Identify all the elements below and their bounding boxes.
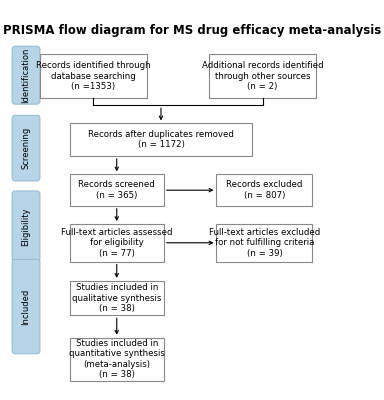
FancyBboxPatch shape [12, 115, 40, 181]
FancyBboxPatch shape [12, 46, 40, 104]
Text: Full-text articles assessed
for eligibility
(n = 77): Full-text articles assessed for eligibil… [61, 228, 172, 258]
Text: Records screened
(n = 365): Records screened (n = 365) [78, 180, 155, 200]
Text: Records identified through
database searching
(n =1353): Records identified through database sear… [36, 62, 151, 91]
FancyBboxPatch shape [70, 123, 252, 156]
Text: Studies included in
qualitative synthesis
(n = 38): Studies included in qualitative synthesi… [72, 283, 161, 313]
Text: Identification: Identification [22, 48, 31, 103]
Text: Full-text articles excluded
for not fulfilling criteria
(n = 39): Full-text articles excluded for not fulf… [209, 228, 320, 258]
Text: PRISMA flow diagram for MS drug efficacy meta-analysis: PRISMA flow diagram for MS drug efficacy… [3, 24, 381, 36]
Text: Studies included in
quantitative synthesis
(meta-analysis)
(n = 38): Studies included in quantitative synthes… [69, 339, 165, 379]
Text: Included: Included [22, 288, 31, 325]
Text: Additional records identified
through other sources
(n = 2): Additional records identified through ot… [202, 62, 323, 91]
Text: Screening: Screening [22, 127, 31, 169]
FancyBboxPatch shape [12, 191, 40, 262]
FancyBboxPatch shape [217, 224, 313, 262]
FancyBboxPatch shape [70, 174, 164, 206]
FancyBboxPatch shape [40, 54, 147, 98]
FancyBboxPatch shape [209, 54, 316, 98]
FancyBboxPatch shape [70, 224, 164, 262]
Text: Records after duplicates removed
(n = 1172): Records after duplicates removed (n = 11… [88, 130, 234, 149]
Text: Eligibility: Eligibility [22, 207, 31, 246]
FancyBboxPatch shape [217, 174, 313, 206]
Text: Records excluded
(n = 807): Records excluded (n = 807) [226, 180, 303, 200]
FancyBboxPatch shape [70, 338, 164, 381]
FancyBboxPatch shape [12, 259, 40, 354]
FancyBboxPatch shape [70, 281, 164, 315]
